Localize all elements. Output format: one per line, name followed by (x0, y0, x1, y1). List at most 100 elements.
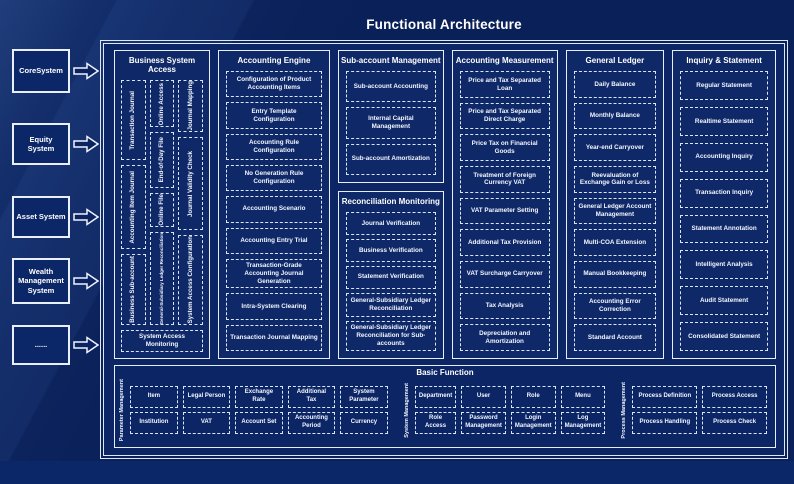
module-item: Accounting Entry Trial (226, 227, 322, 254)
module-columns: Business System Access Transaction Journ… (114, 50, 776, 359)
module-item: System Access Configuration (178, 235, 204, 325)
module-item: System Access Monitoring (121, 329, 203, 352)
group-process-management: Process Management Process Definition Pr… (621, 379, 767, 441)
module-item: Monthly Balance (573, 102, 657, 130)
module-item: VAT (182, 411, 231, 434)
panel-title: Accounting Measurement (455, 56, 554, 65)
module-item: Role (510, 385, 556, 408)
module-item: Business Sub-account (121, 253, 146, 325)
module-item: General-Subsidiary Ledger Reconciliation (345, 292, 436, 318)
panel-title: Accounting Engine (237, 56, 311, 65)
module-item: Additional Tax (287, 385, 336, 408)
panel-items: Price and Tax Separated Loan Price and T… (453, 67, 557, 358)
main-architecture-container: Business System Access Transaction Journ… (100, 40, 788, 459)
module-item: Treatment of Foreign Currency VAT (459, 166, 550, 193)
panel-general-ledger: General Ledger Daily Balance Monthly Bal… (565, 50, 665, 359)
module-item: Journal Verification (345, 212, 436, 236)
bsa-body: Transaction Journal Accounting Item Jour… (115, 76, 209, 325)
module-item: Manual Bookkeeping (573, 261, 657, 288)
module-item: Account Set (235, 411, 283, 434)
module-item: Online File (149, 192, 175, 227)
group-parameter-management: Parameter Management Item Legal Person E… (119, 379, 388, 441)
main-architecture-inner: Business System Access Transaction Journ… (103, 43, 785, 456)
module-item: Department (414, 385, 457, 408)
module-item: Process Handling (632, 411, 698, 434)
source-system-row: Equity System (12, 123, 99, 165)
module-item: Reevaluation of Exchange Gain or Loss (573, 166, 657, 193)
module-item: Depreciation and Amortization (459, 324, 550, 351)
module-item: Regular Statement (680, 71, 768, 101)
panel-items: Configuration of Product Accounting Item… (219, 67, 329, 358)
panel-title: Inquiry & Statement (686, 56, 762, 65)
module-item: System Parameter (340, 385, 388, 408)
module-item: Intra-System Clearing (226, 293, 322, 320)
module-item: Process Definition (632, 385, 698, 408)
module-item: Transaction-Grade Accounting Journal Gen… (226, 258, 322, 289)
module-item: Realtime Statement (680, 107, 768, 136)
module-item: Tax Analysis (459, 292, 550, 320)
group-system-management: System Management Department User Role M… (404, 379, 606, 441)
module-item: Business Verification (345, 239, 436, 262)
module-item: Price and Tax Separated Direct Charge (459, 102, 550, 130)
module-item: Intelligent Analysis (680, 250, 768, 280)
module-item: General Ledger Account Management (573, 197, 657, 225)
module-item: Login Management (510, 411, 556, 434)
panel-items: Sub-account Accounting Internal Capital … (339, 67, 443, 182)
bottom-background-strip (0, 461, 794, 484)
module-item: Accounting Rule Configuration (226, 133, 322, 160)
module-item: Transaction Journal Mapping (226, 324, 322, 351)
panel-sub-account-management: Sub-account Management Sub-account Accou… (337, 50, 444, 183)
source-system-label: CoreSystem (19, 66, 63, 76)
source-system-label: Asset System (16, 212, 66, 222)
module-item: Currency (340, 411, 388, 434)
module-item: Transaction Journal (121, 80, 146, 160)
module-item: Institution (130, 411, 178, 434)
source-system-label: Wealth Management System (18, 266, 64, 295)
module-item: Consolidated Statement (680, 322, 768, 351)
module-item: User (461, 385, 506, 408)
source-system-box-wealth: Wealth Management System (12, 258, 70, 304)
flow-arrow-icon (73, 62, 99, 80)
module-item: Accounting Item Journal (121, 165, 146, 249)
module-item: Statement Verification (345, 265, 436, 289)
module-item: Multi-COA Extension (573, 229, 657, 257)
module-item: Journal Mapping (178, 80, 204, 132)
module-item: Internal Capital Management (345, 107, 436, 139)
panel-items: Journal Verification Business Verificati… (339, 208, 443, 358)
panel-accounting-engine: Accounting Engine Configuration of Produ… (218, 50, 330, 359)
flow-arrow-icon (73, 336, 99, 354)
module-item: Legal Person (182, 385, 231, 408)
module-item: Exchange Rate (235, 385, 283, 408)
module-item: Price and Tax Separated Loan (459, 71, 550, 98)
module-item: Process Access (702, 385, 767, 408)
module-item: Year-end Carryover (573, 134, 657, 162)
panel-basic-function: Basic Function Parameter Management Item… (114, 364, 776, 448)
panel-title: Reconciliation Monitoring (341, 197, 440, 206)
source-system-row: ...... (12, 325, 99, 365)
module-item: General-Subsidiary Ledger Reconciliation (149, 231, 175, 325)
module-item: Audit Statement (680, 286, 768, 316)
module-item: General-Subsidiary Ledger Reconciliation… (345, 321, 436, 351)
module-item: Journal Validity Check (178, 136, 204, 231)
module-item: Standard Account (573, 324, 657, 351)
source-system-row: Wealth Management System (12, 258, 99, 304)
source-system-box-asset: Asset System (12, 196, 70, 238)
panel-title: Basic Function (416, 367, 474, 377)
module-item: Daily Balance (573, 71, 657, 98)
panel-business-system-access: Business System Access Transaction Journ… (114, 50, 210, 359)
module-item: VAT Surcharge Carryover (459, 261, 550, 288)
source-system-box-others: ...... (12, 325, 70, 365)
source-system-box-equity: Equity System (12, 123, 70, 165)
panel-accounting-measurement: Accounting Measurement Price and Tax Sep… (451, 50, 558, 359)
panel-reconciliation-monitoring: Reconciliation Monitoring Journal Verifi… (337, 191, 444, 359)
module-item: Menu (560, 385, 606, 408)
module-item: Accounting Period (287, 411, 336, 434)
module-item: Online Access (149, 80, 175, 128)
module-item: Password Management (461, 411, 506, 434)
panel-items: Daily Balance Monthly Balance Year-end C… (567, 67, 664, 358)
group-grid: Department User Role Menu Role Access Pa… (414, 385, 606, 434)
panel-title: Business System Access (128, 56, 196, 75)
module-item: Role Access (414, 411, 457, 434)
flow-arrow-icon (73, 272, 99, 290)
